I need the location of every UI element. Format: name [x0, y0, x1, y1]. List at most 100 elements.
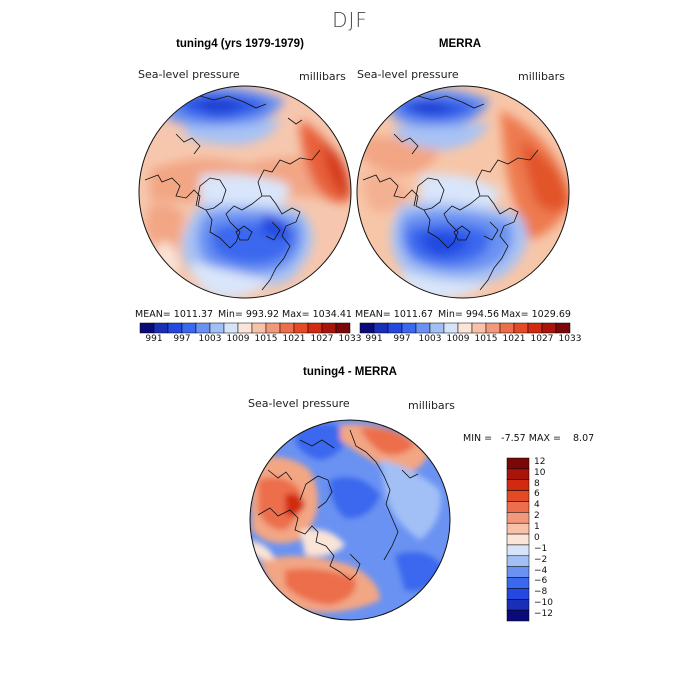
- model-colorbar-segment: [321, 322, 337, 334]
- model-colorbar-segment: [335, 322, 351, 334]
- diff-minmax-stat: MIN = -7.57 MAX = 8.07: [463, 433, 595, 444]
- model-colorbar-segment: [307, 322, 323, 334]
- obs-min-stat: Min= 994.56: [438, 309, 500, 320]
- model-min-stat: Min= 993.92: [218, 309, 280, 320]
- obs-colorbar-segment: [373, 322, 389, 334]
- diff-colorbar-segment: [506, 468, 530, 480]
- diff-slp-map: [249, 419, 451, 621]
- obs-max-stat: Max= 1029.69: [501, 309, 571, 320]
- model-colorbar-segment: [153, 322, 169, 334]
- diff-colorbar: [506, 457, 530, 622]
- model-colorbar-segment: [209, 322, 225, 334]
- obs-panel-title: MERRA: [438, 38, 482, 50]
- diff-colorbar-segment: [506, 457, 530, 470]
- obs-colorbar-segment: [471, 322, 487, 334]
- obs-variable-label: Sea-level pressure: [357, 68, 459, 81]
- obs-colorbar-tick-label: 1021: [502, 334, 526, 344]
- diff-colorbar-tick-label: −10: [534, 598, 553, 609]
- obs-colorbar-segment: [415, 322, 431, 334]
- diff-colorbar-segment: [506, 490, 530, 502]
- model-colorbar-tick-label: 1003: [198, 334, 222, 344]
- diff-colorbar-tick-label: 8: [534, 478, 540, 489]
- diff-colorbar-tick-label: 6: [534, 489, 540, 500]
- model-colorbar-segment: [167, 322, 183, 334]
- obs-colorbar-tick-label: 1033: [558, 334, 582, 344]
- obs-units-label: millibars: [518, 70, 565, 83]
- model-colorbar-segment: [223, 322, 239, 334]
- model-slp-map: [138, 85, 352, 299]
- obs-colorbar-segment: [527, 322, 543, 334]
- model-colorbar-tick-label: 991: [145, 334, 163, 344]
- diff-colorbar-segment: [506, 479, 530, 491]
- obs-colorbar-segment: [513, 322, 529, 334]
- obs-colorbar-segment: [457, 322, 473, 334]
- diff-colorbar-tick-label: −12: [534, 609, 553, 619]
- model-colorbar-segment: [181, 322, 197, 334]
- model-colorbar-segment: [251, 322, 267, 334]
- obs-colorbar-tick-label: 1027: [530, 334, 554, 344]
- diff-colorbar-tick-label: −8: [534, 587, 548, 598]
- model-colorbar-segment: [265, 322, 281, 334]
- model-units-label: millibars: [299, 70, 346, 83]
- model-colorbar-tick-label: 1015: [254, 334, 278, 344]
- obs-colorbar-tick-label: 991: [365, 334, 383, 344]
- model-colorbar-segment: [195, 322, 211, 334]
- model-panel-title: tuning4 (yrs 1979-1979): [176, 38, 304, 50]
- obs-mean-stat: MEAN= 1011.67: [355, 309, 434, 320]
- diff-colorbar-tick-label: −1: [534, 543, 548, 554]
- obs-colorbar-tick-label: 1015: [474, 334, 498, 344]
- diff-colorbar-tick-label: −2: [534, 554, 548, 565]
- diff-colorbar-segment: [506, 501, 530, 513]
- model-colorbar: [139, 322, 351, 334]
- diff-colorbar-tick-label: 10: [534, 467, 546, 478]
- diff-colorbar-tick-label: −4: [534, 565, 548, 576]
- model-colorbar-tick-label: 1009: [226, 334, 250, 344]
- diff-colorbar-segment: [506, 533, 530, 546]
- model-mean-stat: MEAN= 1011.37: [135, 309, 214, 320]
- diff-colorbar-tick-label: 0: [534, 532, 540, 543]
- diff-colorbar-tick-label: 2: [534, 511, 540, 522]
- model-colorbar-tick-label: 1021: [282, 334, 306, 344]
- obs-colorbar-segment: [401, 322, 417, 334]
- model-colorbar-tick-label: 997: [173, 334, 191, 344]
- diff-colorbar-segment: [506, 544, 530, 557]
- obs-colorbar-segment: [359, 322, 375, 334]
- diff-colorbar-segment: [506, 599, 530, 611]
- obs-colorbar-tick-label: 1003: [418, 334, 442, 344]
- diff-colorbar-tick-label: 4: [534, 500, 540, 511]
- model-max-stat: Max= 1034.41: [282, 309, 352, 320]
- diff-colorbar-segment: [506, 577, 530, 589]
- obs-colorbar-tick-label: 997: [393, 334, 411, 344]
- model-colorbar-segment: [237, 322, 253, 334]
- diff-colorbar-segment: [506, 609, 530, 622]
- obs-colorbar: [359, 322, 571, 334]
- diff-colorbar-tick-label: 1: [534, 522, 540, 533]
- diff-units-label: millibars: [408, 399, 455, 412]
- model-colorbar-segment: [293, 322, 309, 334]
- model-colorbar-segment: [139, 322, 155, 334]
- obs-colorbar-segment: [387, 322, 403, 334]
- season-title: DJF: [332, 8, 368, 32]
- obs-colorbar-segment: [443, 322, 459, 334]
- model-colorbar-tick-label: 1027: [310, 334, 334, 344]
- diff-colorbar-segment: [506, 588, 530, 600]
- model-colorbar-segment: [279, 322, 295, 334]
- diff-colorbar-tick-label: −6: [534, 576, 548, 587]
- model-colorbar-tick-label: 1033: [338, 334, 362, 344]
- diff-colorbar-segment: [506, 566, 530, 578]
- model-variable-label: Sea-level pressure: [138, 68, 240, 81]
- obs-colorbar-segment: [541, 322, 557, 334]
- diff-colorbar-segment: [506, 555, 530, 567]
- diff-colorbar-tick-label: 12: [534, 456, 546, 467]
- obs-colorbar-segment: [555, 322, 571, 334]
- obs-colorbar-segment: [429, 322, 445, 334]
- obs-slp-map: [356, 85, 570, 299]
- obs-colorbar-tick-label: 1009: [446, 334, 470, 344]
- diff-colorbar-segment: [506, 512, 530, 524]
- diff-panel-title: tuning4 - MERRA: [303, 366, 397, 378]
- diff-variable-label: Sea-level pressure: [248, 397, 350, 410]
- obs-colorbar-segment: [499, 322, 515, 334]
- obs-colorbar-segment: [485, 322, 501, 334]
- diff-colorbar-segment: [506, 522, 530, 535]
